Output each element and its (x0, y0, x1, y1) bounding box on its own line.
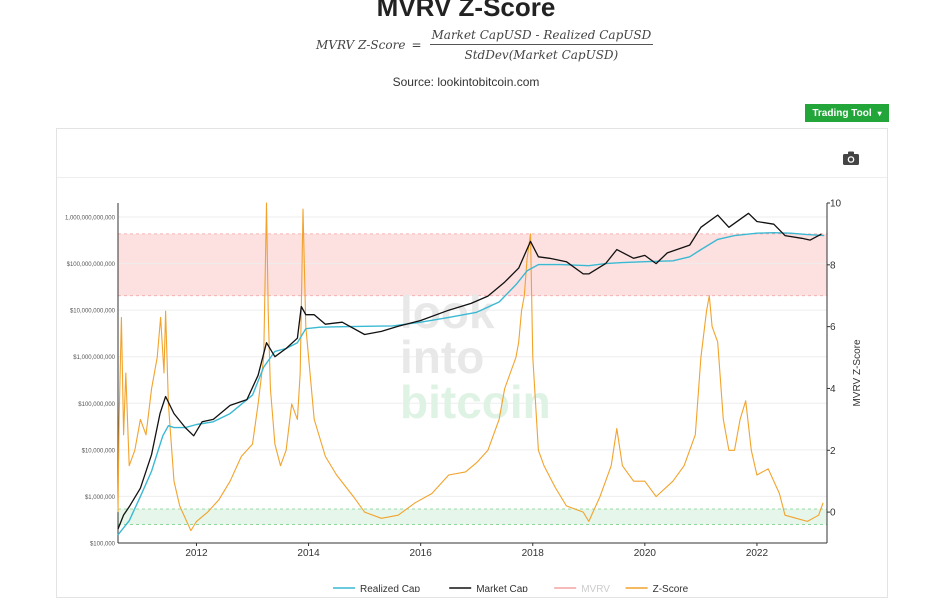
x-tick-label: 2016 (410, 548, 433, 559)
legend-label: Market Cap (476, 584, 528, 592)
formula-fraction: Market CapUSD - Realized CapUSD StdDev(M… (429, 28, 654, 62)
trading-tool-label: Trading Tool (812, 107, 872, 119)
legend-label: MVRV (581, 584, 610, 592)
legend-label: Z-Score (653, 584, 689, 592)
watermark-bitcoin: bitcoin (400, 376, 551, 428)
y-left-tick-label: $100,000 (90, 542, 116, 548)
trading-tool-button[interactable]: Trading Tool ▾ (805, 104, 889, 122)
y-left-tick-label: $10,000,000 (82, 448, 116, 454)
y-left-tick-label: $100,000,000,000 (67, 262, 116, 268)
watermark-look: look (400, 286, 495, 338)
y-left-tick-label: $1,000,000,000 (73, 355, 115, 361)
y-right-tick-label: 10 (830, 199, 842, 210)
x-tick-label: 2012 (185, 548, 208, 559)
watermark-into: into (400, 331, 484, 383)
formula-equals: = (411, 38, 422, 52)
x-tick-label: 2018 (522, 548, 545, 559)
page-title: MVRV Z-Score (376, 0, 556, 22)
formula-lhs: MVRV Z-Score (316, 38, 406, 52)
formula: MVRV Z-Score = Market CapUSD - Realized … (316, 28, 654, 62)
series-z-score-line (117, 202, 824, 532)
x-tick-label: 2020 (634, 548, 657, 559)
y-right-tick-label: 8 (830, 260, 836, 271)
y-right-tick-label: 0 (830, 508, 836, 519)
source-text: Source: lookintobitcoin.com (392, 75, 540, 89)
y-right-tick-label: 2 (830, 446, 836, 457)
caret-down-icon: ▾ (877, 108, 882, 118)
y-left-tick-label: 1,000,000,000,000 (65, 216, 116, 222)
y-right-tick-label: 6 (830, 322, 836, 333)
x-tick-label: 2022 (746, 548, 769, 559)
y-right-axis-label: MVRV Z-Score (852, 339, 863, 406)
series-market-cap-line (117, 212, 822, 530)
formula-numerator: Market CapUSD - Realized CapUSD (429, 28, 654, 45)
legend-label: Realized Cap (360, 584, 420, 592)
x-tick-label: 2014 (297, 548, 320, 559)
y-left-tick-label: $1,000,000 (85, 495, 116, 501)
y-left-tick-label: $10,000,000,000 (70, 309, 116, 315)
y-left-tick-label: $100,000,000 (78, 402, 115, 408)
chart-toolbar (57, 129, 887, 178)
y-right-tick-label: 4 (830, 384, 836, 395)
formula-denominator: StdDev(Market CapUSD) (464, 48, 619, 62)
camera-icon[interactable] (843, 151, 859, 165)
lower-band (118, 509, 827, 525)
